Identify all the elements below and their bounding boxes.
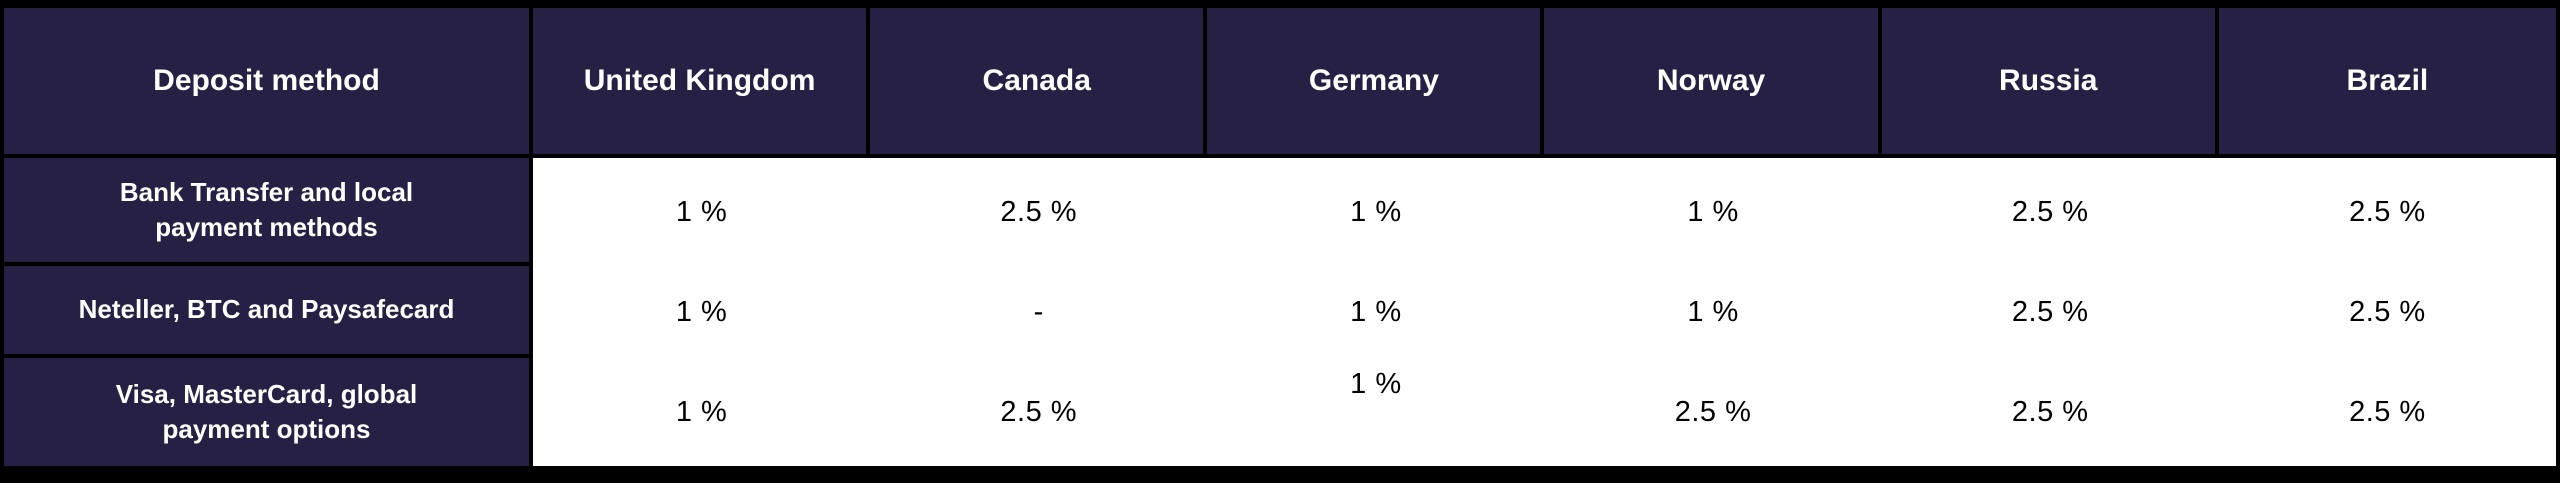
column-header-germany: Germany	[1207, 8, 1545, 158]
fee-cell-visa-united-kingdom: 1 %	[533, 358, 871, 466]
fee-cell-bank-transfer-russia: 2.5 %	[1881, 158, 2219, 266]
row-label-bank-transfer: Bank Transfer and local payment methods	[4, 158, 533, 266]
column-header-deposit-method: Deposit method	[4, 8, 533, 158]
fee-cell-bank-transfer-united-kingdom: 1 %	[533, 158, 871, 266]
column-header-canada: Canada	[870, 8, 1208, 158]
fee-cell-bank-transfer-norway: 1 %	[1544, 158, 1882, 266]
fee-cell-visa-germany: 1 %	[1207, 358, 1545, 466]
column-header-norway: Norway	[1544, 8, 1882, 158]
fee-cell-neteller-germany: 1 %	[1207, 266, 1545, 358]
fee-cell-bank-transfer-canada: 2.5 %	[870, 158, 1208, 266]
fee-cell-visa-russia: 2.5 %	[1881, 358, 2219, 466]
fee-cell-neteller-canada: -	[870, 266, 1208, 358]
fee-cell-neteller-russia: 2.5 %	[1881, 266, 2219, 358]
fee-cell-visa-brazil: 2.5 %	[2218, 358, 2556, 466]
column-header-russia: Russia	[1881, 8, 2219, 158]
row-label-neteller-btc-paysafecard: Neteller, BTC and Paysafecard	[4, 266, 533, 358]
column-header-brazil: Brazil	[2218, 8, 2556, 158]
fee-cell-neteller-brazil: 2.5 %	[2218, 266, 2556, 358]
fee-cell-neteller-norway: 1 %	[1544, 266, 1882, 358]
column-header-united-kingdom: United Kingdom	[533, 8, 871, 158]
fee-cell-visa-canada: 2.5 %	[870, 358, 1208, 466]
deposit-fees-grid: Deposit method United Kingdom Canada Ger…	[4, 8, 2556, 466]
fee-cell-bank-transfer-germany: 1 %	[1207, 158, 1545, 266]
row-label-visa-mastercard: Visa, MasterCard, global payment options	[4, 358, 533, 466]
fee-cell-visa-norway: 2.5 %	[1544, 358, 1882, 466]
fee-cell-neteller-united-kingdom: 1 %	[533, 266, 871, 358]
fee-cell-bank-transfer-brazil: 2.5 %	[2218, 158, 2556, 266]
